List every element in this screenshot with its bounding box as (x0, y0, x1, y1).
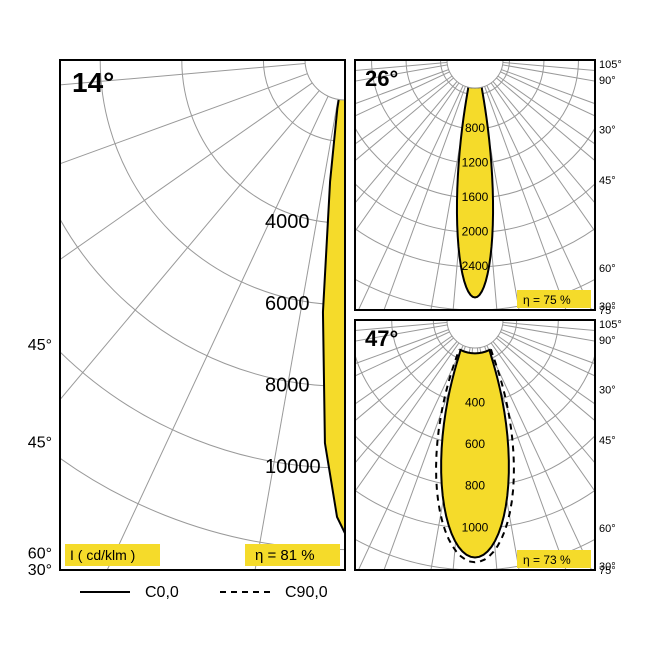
main-title: 14° (72, 67, 114, 98)
angle-label: 60° (599, 263, 616, 275)
ring-label: 600 (465, 437, 485, 451)
ring-label: 2000 (462, 224, 489, 238)
ring-label: 4000 (265, 211, 310, 233)
ring-label: 800 (465, 479, 485, 493)
angle-label: 45° (599, 435, 616, 447)
eta-label: η = 81 % (255, 547, 315, 564)
ring-label: 8000 (265, 374, 310, 396)
ring-label: 800 (465, 121, 485, 135)
angle-label: 60° (599, 523, 616, 535)
ring-label: 1600 (462, 190, 489, 204)
legend-c90-label: C90,0 (285, 584, 328, 601)
ring-label: 2400 (462, 259, 489, 273)
angle-label: 90° (599, 335, 616, 347)
panel-tr-title: 26° (365, 66, 398, 91)
ring-label: 1200 (462, 155, 489, 169)
angle-label: 90° (599, 75, 616, 87)
angle-label: 90° (28, 0, 52, 4)
angle-label: 30° (28, 562, 52, 579)
ring-label: 400 (465, 395, 485, 409)
ring-label: 6000 (265, 293, 310, 315)
angle-label: 45° (28, 435, 52, 452)
angle-label: 30° (599, 124, 616, 136)
ring-label: 1000 (462, 520, 489, 534)
panel-br-title: 47° (365, 326, 398, 351)
angle-label: 105° (599, 319, 622, 331)
angle-label: 105° (599, 59, 622, 71)
eta-label: η = 73 % (523, 553, 571, 567)
main-border (60, 60, 345, 570)
eta-label: η = 75 % (523, 293, 571, 307)
ring-label: 10000 (265, 456, 321, 478)
angle-label: 60° (28, 546, 52, 563)
angle-label: 45° (28, 337, 52, 354)
angle-label: 30° (599, 301, 616, 313)
unit-label: I ( cd/klm ) (70, 547, 135, 563)
angle-label: 45° (599, 175, 616, 187)
angle-label: 30° (599, 561, 616, 573)
polar-diagram-set: 4000 6000 8000 10000 I ( cd/klm ) η = 81 % 14°… (0, 0, 650, 650)
legend-c0-label: C0,0 (145, 584, 179, 601)
angle-label: 30° (599, 384, 616, 396)
